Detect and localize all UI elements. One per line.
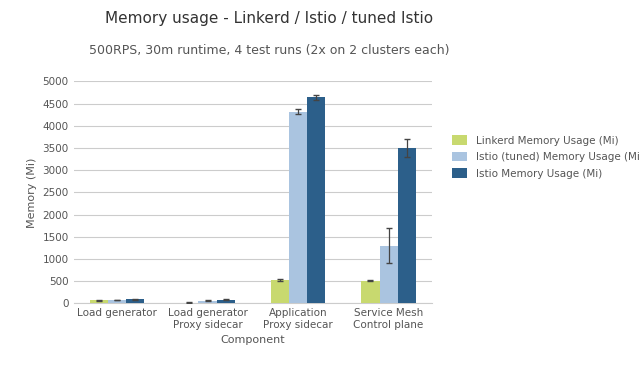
Legend: Linkerd Memory Usage (Mi), Istio (tuned) Memory Usage (Mi), Istio Memory Usage (: Linkerd Memory Usage (Mi), Istio (tuned)… — [452, 135, 640, 179]
Y-axis label: Memory (Mi): Memory (Mi) — [27, 157, 37, 228]
X-axis label: Component: Component — [221, 336, 285, 346]
Bar — [307, 97, 325, 303]
Bar — [216, 300, 235, 303]
Bar — [108, 300, 126, 303]
Text: 500RPS, 30m runtime, 4 test runs (2x on 2 clusters each): 500RPS, 30m runtime, 4 test runs (2x on … — [88, 44, 449, 57]
Text: Memory usage - Linkerd / Istio / tuned Istio: Memory usage - Linkerd / Istio / tuned I… — [105, 11, 433, 26]
Bar — [380, 246, 397, 303]
Bar — [198, 300, 216, 303]
Bar — [126, 299, 144, 303]
Bar — [289, 112, 307, 303]
Bar — [90, 300, 108, 303]
Bar — [397, 148, 416, 303]
Bar — [271, 280, 289, 303]
Bar — [362, 281, 380, 303]
